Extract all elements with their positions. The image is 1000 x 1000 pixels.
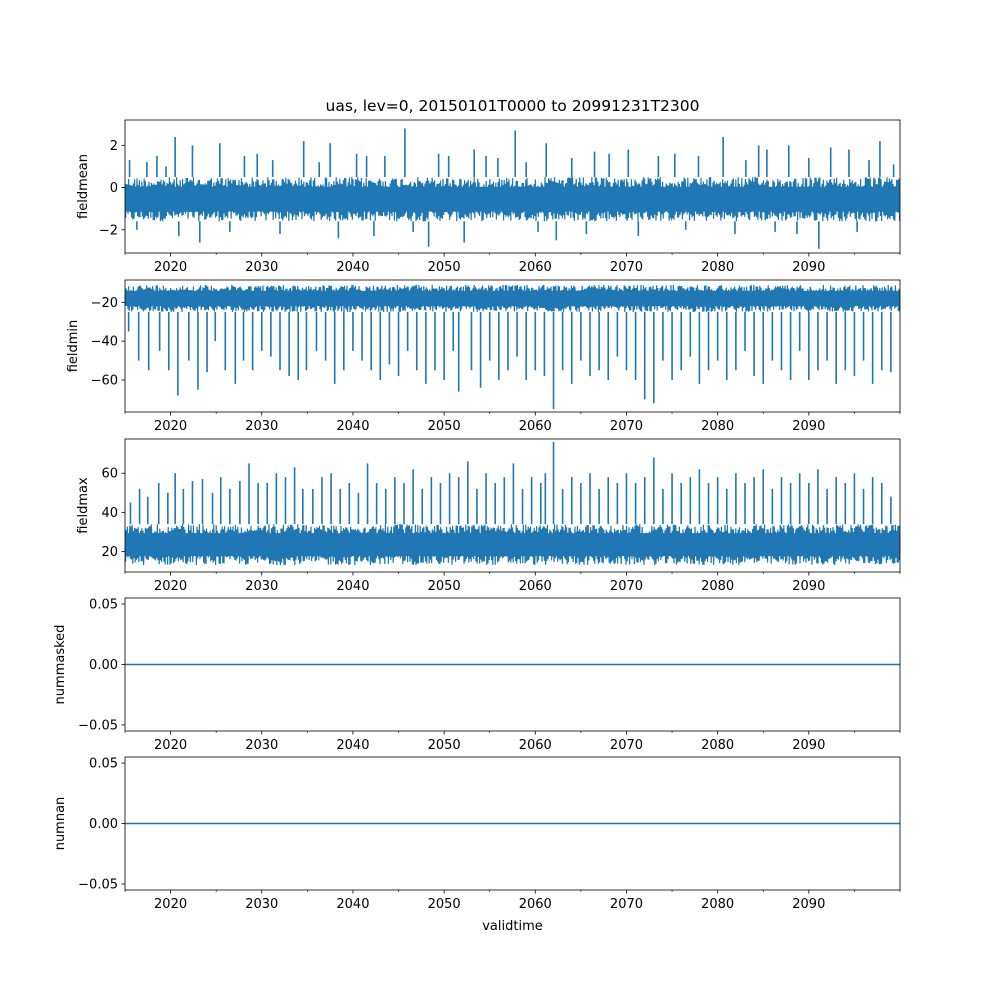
x-tick-label-fieldmean: 2020 <box>154 260 187 275</box>
x-tick-label-fieldmean: 2070 <box>610 260 643 275</box>
x-tick-label-fieldmean: 2080 <box>701 260 734 275</box>
series-core-fieldmean <box>125 186 900 212</box>
y-tick-label-nummasked: 0.05 <box>89 598 118 613</box>
x-tick-label-numnan: 2020 <box>154 897 187 912</box>
x-tick-label-numnan: 2080 <box>701 897 734 912</box>
x-tick-label-numnan: 2070 <box>610 897 643 912</box>
subplot-nummasked: −0.05 0.00 0.05 nummasked 2020 2030 2040 2050 20… <box>53 598 901 753</box>
x-tick-label-nummasked: 2060 <box>519 738 552 753</box>
y-axis-label-fieldmean: fieldmean <box>76 154 91 219</box>
x-axis-label: validtime <box>482 919 543 934</box>
x-tick-label-nummasked: 2090 <box>792 738 825 753</box>
y-tick-label-nummasked: 0.00 <box>89 658 118 673</box>
y-tick-label-fieldmin: −40 <box>91 335 118 350</box>
axes-frame-fieldmean <box>124 119 901 254</box>
x-tick-label-fieldmin: 2060 <box>519 419 552 434</box>
x-tick-label-fieldmin: 2080 <box>701 419 734 434</box>
series-core-fieldmax <box>125 533 900 557</box>
x-tick-label-fieldmean: 2030 <box>245 260 278 275</box>
x-tick-label-numnan: 2030 <box>245 897 278 912</box>
x-tick-label-fieldmax: 2040 <box>336 579 369 594</box>
y-axis-label-fieldmin: fieldmin <box>66 320 81 373</box>
y-tick-label-fieldmax: 40 <box>101 506 118 521</box>
x-tick-label-nummasked: 2070 <box>610 738 643 753</box>
y-tick-label-fieldmin: −60 <box>91 373 118 388</box>
x-tick-label-numnan: 2060 <box>519 897 552 912</box>
x-tick-label-fieldmin: 2070 <box>610 419 643 434</box>
x-tick-label-fieldmin: 2090 <box>792 419 825 434</box>
x-tick-label-fieldmean: 2040 <box>336 260 369 275</box>
chart-title: uas, lev=0, 20150101T0000 to 20991231T23… <box>326 97 700 115</box>
x-tick-label-fieldmax: 2090 <box>792 579 825 594</box>
x-tick-label-fieldmax: 2030 <box>245 579 278 594</box>
x-tick-label-nummasked: 2040 <box>336 738 369 753</box>
y-tick-label-fieldmax: 20 <box>101 545 118 560</box>
x-tick-label-fieldmax: 2050 <box>428 579 461 594</box>
x-tick-label-nummasked: 2020 <box>154 738 187 753</box>
y-axis-label-fieldmax: fieldmax <box>76 477 91 534</box>
x-tick-label-fieldmax: 2060 <box>519 579 552 594</box>
y-tick-label-fieldmean: −2 <box>99 223 118 238</box>
x-tick-label-fieldmax: 2080 <box>701 579 734 594</box>
x-tick-label-fieldmean: 2060 <box>519 260 552 275</box>
x-tick-label-nummasked: 2050 <box>428 738 461 753</box>
y-tick-label-numnan: 0.00 <box>89 817 118 832</box>
x-tick-label-numnan: 2050 <box>428 897 461 912</box>
x-tick-label-nummasked: 2080 <box>701 738 734 753</box>
x-tick-label-fieldmin: 2040 <box>336 419 369 434</box>
x-tick-label-fieldmax: 2020 <box>154 579 187 594</box>
y-tick-label-fieldmean: 0 <box>110 181 118 196</box>
y-tick-label-fieldmin: −20 <box>91 296 118 311</box>
y-tick-label-fieldmax: 60 <box>101 467 118 482</box>
x-tick-label-numnan: 2090 <box>792 897 825 912</box>
y-tick-label-numnan: 0.05 <box>89 757 118 772</box>
series-core-fieldmin <box>125 290 900 307</box>
subplot-fieldmin: −60 −40 −20 fieldmin 2020 2030 2040 2050 2060 207… <box>66 279 901 434</box>
x-tick-label-numnan: 2040 <box>336 897 369 912</box>
axes-frame-fieldmax <box>124 438 901 573</box>
x-tick-label-fieldmean: 2090 <box>792 260 825 275</box>
y-axis-label-numnan: numnan <box>53 797 68 851</box>
y-tick-label-nummasked: −0.05 <box>78 718 118 733</box>
x-tick-label-fieldmax: 2070 <box>610 579 643 594</box>
axes-frame-fieldmin <box>124 279 901 413</box>
subplot-fieldmean: −2 0 2 fieldmean 2020 2030 2040 2050 2060 2070 208… <box>76 119 901 275</box>
x-tick-label-fieldmin: 2020 <box>154 419 187 434</box>
x-tick-label-nummasked: 2030 <box>245 738 278 753</box>
y-axis-label-nummasked: nummasked <box>53 625 68 705</box>
subplot-numnan: −0.05 0.00 0.05 numnan 2020 2030 2040 2050 2060 2… <box>53 757 901 912</box>
x-tick-label-fieldmin: 2050 <box>428 419 461 434</box>
y-tick-label-fieldmean: 2 <box>110 139 118 154</box>
x-tick-label-fieldmean: 2050 <box>428 260 461 275</box>
x-tick-label-fieldmin: 2030 <box>245 419 278 434</box>
y-tick-label-numnan: −0.05 <box>78 877 118 892</box>
